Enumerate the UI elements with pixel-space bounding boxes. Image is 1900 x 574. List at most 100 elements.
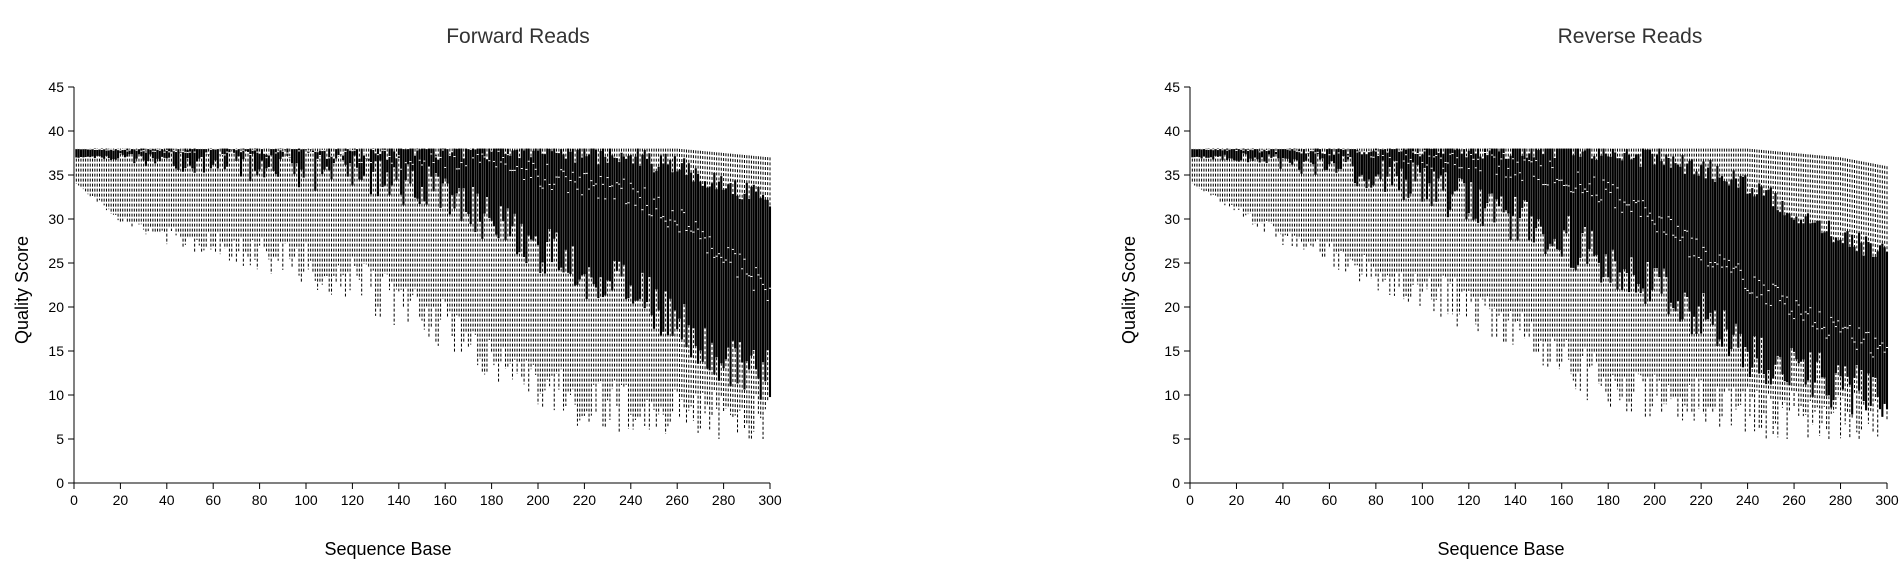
box-item <box>165 148 168 245</box>
box-iqr <box>1314 148 1317 175</box>
box-item <box>284 148 287 244</box>
box-item <box>154 148 157 232</box>
box-item <box>156 148 159 232</box>
box-iqr <box>175 151 178 169</box>
box-item <box>383 148 386 274</box>
box-item <box>420 148 424 321</box>
box-iqr <box>1563 148 1566 231</box>
box-iqr <box>1635 154 1638 293</box>
box-item <box>1635 148 1638 373</box>
box-iqr <box>1865 236 1868 411</box>
box-item <box>548 148 551 387</box>
box-iqr <box>253 148 257 171</box>
box-iqr <box>302 148 305 178</box>
box-iqr <box>453 148 456 209</box>
box-item <box>1716 148 1719 387</box>
box-item <box>117 148 120 221</box>
box-iqr <box>1553 158 1556 239</box>
box-iqr <box>1474 153 1477 219</box>
box-iqr <box>1398 151 1401 191</box>
box-item <box>567 148 570 392</box>
box-iqr <box>1816 220 1819 362</box>
box-iqr <box>413 155 417 198</box>
box-item <box>1553 148 1556 342</box>
box-item <box>293 148 296 258</box>
box-iqr <box>381 148 384 188</box>
box-item <box>509 148 512 364</box>
box-item <box>1309 148 1312 246</box>
box-item <box>407 148 410 322</box>
box-item <box>100 148 103 204</box>
box-iqr <box>657 166 660 311</box>
box-iqr <box>277 151 280 177</box>
box-iqr <box>1779 212 1782 357</box>
axes: 0 5 10 15 20 25 30 35 40 45 0 20 40 60 80 100 120 140 160 1… <box>48 79 781 508</box>
box-iqr <box>511 150 514 227</box>
box-item <box>1737 148 1740 406</box>
box-iqr <box>1651 153 1654 291</box>
box-item <box>643 148 646 427</box>
box-item <box>546 148 549 380</box>
box-iqr <box>170 148 173 153</box>
x-tick-label: 20 <box>113 492 129 508</box>
box-iqr <box>1576 148 1580 265</box>
box-iqr <box>397 148 400 159</box>
box-iqr <box>520 148 523 224</box>
box-item <box>1233 148 1236 211</box>
box-iqr <box>1774 192 1777 365</box>
box-item <box>1219 148 1222 203</box>
box-item <box>1504 148 1508 343</box>
box-item <box>1486 148 1489 297</box>
box-iqr <box>599 150 602 278</box>
box-item <box>367 148 370 269</box>
box-item <box>272 148 275 258</box>
box-iqr <box>1658 148 1661 278</box>
box-item <box>404 148 407 289</box>
box-item <box>1272 148 1275 227</box>
box-item <box>569 148 572 395</box>
box-item <box>1365 148 1368 277</box>
box-iqr <box>502 148 505 222</box>
box-iqr <box>601 148 605 298</box>
box-iqr <box>1855 251 1858 366</box>
box-item <box>1235 148 1238 207</box>
box-item <box>1702 148 1705 414</box>
box-iqr <box>110 149 113 160</box>
box-iqr <box>1226 148 1229 160</box>
box-iqr <box>147 148 150 162</box>
box-item <box>144 148 147 235</box>
box-item <box>1198 148 1201 189</box>
box-item <box>483 148 486 375</box>
box-iqr <box>1709 159 1712 313</box>
box-iqr <box>687 163 690 326</box>
box-iqr <box>374 153 377 162</box>
box-iqr <box>1240 149 1243 161</box>
box-item <box>541 148 544 407</box>
box-item <box>133 148 136 223</box>
box-iqr <box>1502 148 1505 213</box>
box-iqr <box>1758 183 1761 374</box>
box-iqr <box>1660 161 1663 294</box>
box-item <box>1456 148 1459 327</box>
box-iqr <box>604 156 607 296</box>
box-iqr <box>1597 148 1600 263</box>
box-item <box>1611 148 1614 376</box>
box-iqr <box>332 158 335 164</box>
box-item <box>1813 154 1817 412</box>
x-tick-label: 80 <box>1368 492 1384 508</box>
box-item <box>1655 148 1659 396</box>
box-iqr <box>1302 148 1305 162</box>
box-iqr <box>1219 148 1222 157</box>
box-iqr <box>1697 175 1700 307</box>
box-item <box>441 148 444 300</box>
box-iqr <box>1379 148 1382 180</box>
box-item <box>105 148 108 211</box>
box-iqr <box>1765 190 1768 385</box>
box-item <box>1597 148 1600 384</box>
box-iqr <box>214 149 217 161</box>
box-iqr <box>1618 158 1621 273</box>
box-iqr <box>1425 148 1429 200</box>
box-iqr <box>1853 246 1856 378</box>
box-iqr <box>1514 148 1517 197</box>
box-item <box>1335 148 1338 254</box>
